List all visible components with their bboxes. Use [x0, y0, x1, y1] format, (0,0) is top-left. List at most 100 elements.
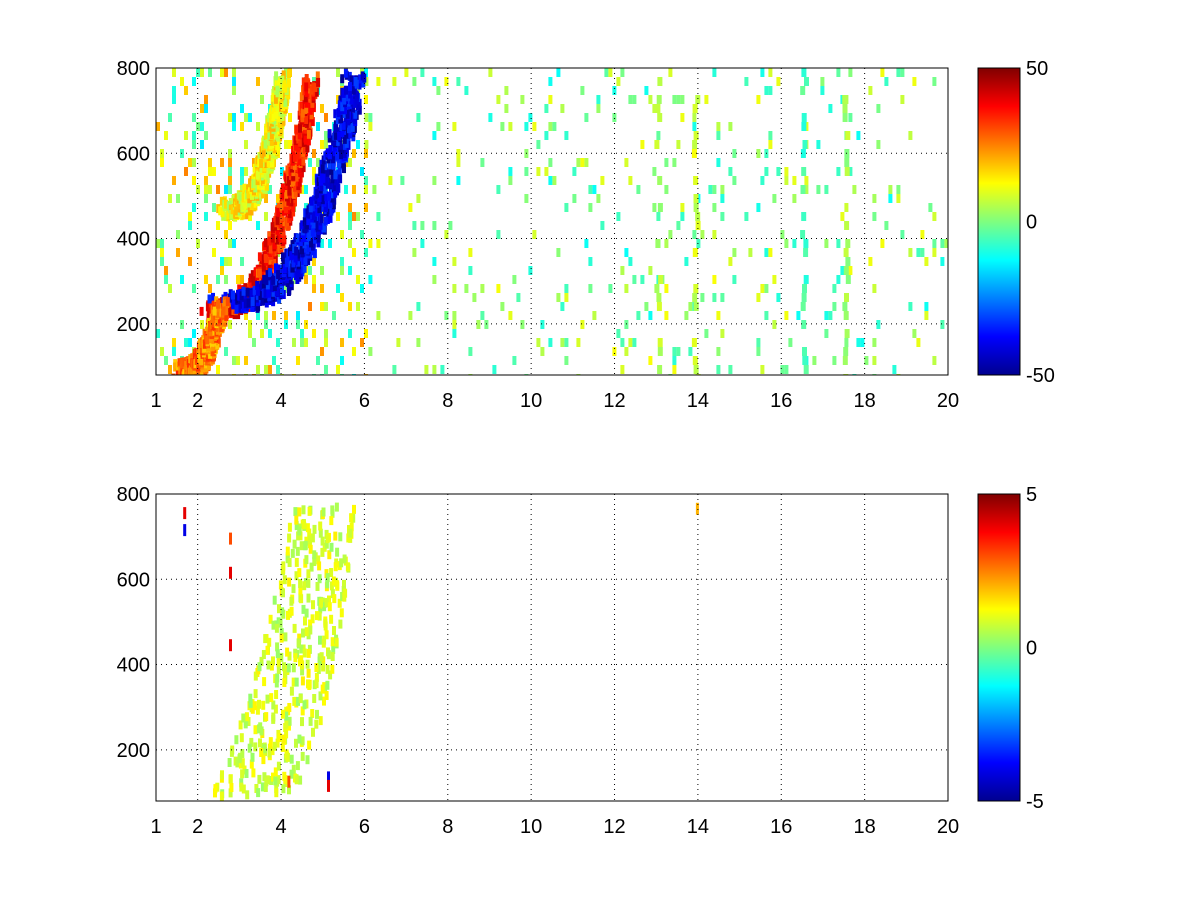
heatmap-cell — [348, 158, 352, 167]
heatmap-cell — [289, 769, 294, 779]
heatmap-cell — [276, 194, 280, 203]
heatmap-cell — [246, 189, 251, 199]
heatmap-cell — [432, 365, 437, 374]
heatmap-cell — [268, 122, 273, 132]
heatmap-cell — [356, 212, 360, 221]
heatmap-cell — [271, 287, 276, 297]
heatmap-cell — [331, 576, 336, 586]
heatmap-cell — [294, 521, 299, 531]
heatmap-cell — [236, 275, 240, 284]
heatmap-cell — [756, 149, 761, 158]
heatmap-cell — [306, 569, 311, 579]
heatmap-cell — [357, 105, 362, 115]
heatmap-cell — [192, 113, 196, 122]
heatmap-cell — [352, 347, 356, 356]
heatmap-cell — [337, 598, 342, 608]
heatmap-cell — [339, 122, 344, 131]
heatmap-cell — [237, 754, 242, 764]
heatmap-cell — [364, 176, 368, 185]
heatmap-cell — [656, 293, 662, 302]
heatmap-cell — [452, 257, 457, 266]
heatmap-cell — [204, 212, 208, 221]
heatmap-cell — [271, 92, 276, 102]
heatmap-cell — [234, 294, 238, 304]
heatmap-cell — [312, 275, 316, 284]
heatmap-cell — [324, 329, 328, 338]
heatmap-cell — [282, 662, 286, 672]
heatmap-cell — [472, 293, 477, 302]
heatmap-cell — [249, 759, 254, 769]
heatmap-cell — [304, 135, 308, 145]
heatmap-cell — [260, 95, 264, 104]
heatmap-cell — [816, 140, 821, 149]
heatmap-cell — [652, 167, 657, 176]
heatmap-cell — [258, 189, 263, 199]
heatmap-cell — [356, 302, 360, 311]
heatmap-cell — [228, 185, 232, 194]
heatmap-cell — [156, 122, 160, 131]
heatmap-cell — [695, 221, 701, 230]
heatmap-cell — [588, 185, 593, 194]
heatmap-cell — [324, 598, 329, 607]
heatmap-cell — [180, 275, 184, 284]
heatmap-cell — [248, 212, 252, 221]
heatmap-cell — [192, 140, 196, 149]
heatmap-cell — [240, 104, 244, 113]
heatmap-cell — [801, 212, 807, 221]
heatmap-cell — [668, 68, 673, 77]
heatmap-cell — [330, 171, 335, 181]
heatmap-cell — [856, 338, 861, 347]
heatmap-cell — [508, 122, 513, 131]
heatmap-cell — [160, 257, 164, 266]
heatmap-cell — [289, 686, 294, 696]
heatmap-cell — [183, 524, 187, 537]
heatmap-cell — [280, 286, 284, 296]
heatmap-cell — [351, 513, 356, 523]
heatmap-cell — [657, 338, 663, 347]
heatmap-cell — [318, 604, 323, 614]
heatmap-cell — [338, 619, 343, 629]
heatmap-cell — [274, 128, 279, 138]
heatmap-cell — [548, 338, 553, 347]
heatmap-cell — [448, 221, 453, 230]
heatmap-cell — [291, 677, 296, 687]
heatmap-cell — [536, 167, 541, 176]
heatmap-cell — [208, 349, 213, 359]
heatmap-cell — [632, 275, 637, 284]
heatmap-cell — [244, 113, 248, 122]
heatmap-cell — [196, 122, 200, 131]
heatmap-cell — [284, 68, 288, 77]
heatmap-cell — [256, 302, 261, 312]
heatmap-cell — [364, 248, 368, 257]
heatmap-cell — [716, 365, 721, 374]
heatmap-cell — [224, 275, 228, 284]
heatmap-cell — [224, 68, 228, 77]
x-tick-label: 1 — [150, 390, 161, 412]
heatmap-cell — [284, 311, 288, 320]
heatmap-cell — [325, 573, 330, 583]
heatmap-cell — [298, 694, 303, 704]
heatmap-cell — [364, 68, 368, 77]
heatmap-cell — [311, 727, 315, 737]
heatmap-cell — [284, 258, 289, 268]
heatmap-cell — [424, 365, 429, 374]
heatmap-cell — [892, 365, 897, 374]
heatmap-cell — [269, 130, 274, 140]
heatmap-cell — [323, 684, 328, 694]
heatmap-cell — [364, 77, 369, 86]
heatmap-cell — [188, 212, 192, 221]
heatmap-cell — [346, 533, 351, 543]
heatmap-cell — [239, 782, 244, 792]
heatmap-cell — [212, 306, 217, 316]
heatmap-cell — [732, 176, 737, 185]
heatmap-cell — [352, 504, 356, 514]
heatmap-cell — [315, 188, 320, 198]
y-tick-label: 400 — [117, 229, 150, 251]
heatmap-cell — [306, 648, 311, 658]
heatmap-cell — [536, 338, 541, 347]
heatmap-cell — [360, 284, 364, 293]
heatmap-cell — [840, 266, 845, 275]
heatmap-cell — [210, 342, 215, 352]
heatmap-cell — [288, 140, 292, 149]
heatmap-cell — [712, 230, 717, 239]
